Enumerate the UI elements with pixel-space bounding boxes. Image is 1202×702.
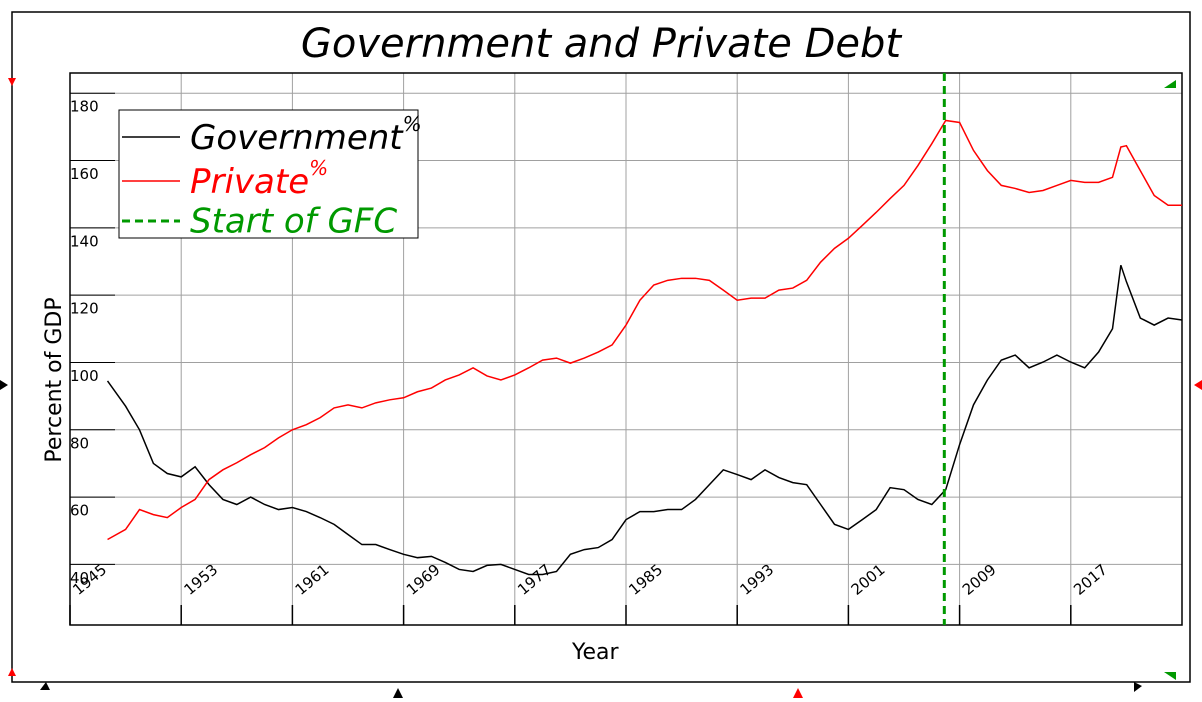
chart-title: Government and Private Debt (301, 21, 903, 67)
y-tick-label: 180 (70, 98, 99, 116)
x-tick-label: 1945 (69, 560, 110, 598)
frame (11, 11, 1191, 683)
y-tick-label: 160 (70, 165, 99, 183)
series-line (106, 264, 1183, 576)
series-line (107, 119, 1182, 541)
x-tick-label: 1985 (625, 560, 666, 598)
legend-label: Private% (190, 156, 328, 202)
y-tick-label: 40 (70, 569, 89, 587)
marker (40, 682, 50, 690)
legend-label: Start of GFC (190, 202, 397, 242)
marker (1194, 380, 1202, 390)
y-tick-label: 120 (70, 300, 99, 318)
marker (0, 380, 8, 390)
x-tick-label: 1953 (180, 560, 221, 598)
legend-name: Private (190, 162, 309, 202)
x-tick-label: 2001 (848, 560, 889, 598)
x-tick-label: 1977 (514, 560, 555, 598)
marker (793, 688, 803, 698)
x-tick-label: 2017 (1070, 560, 1111, 598)
marker (8, 78, 16, 86)
y-axis-title: Percent of GDP (42, 297, 67, 462)
legend-unit: % (309, 156, 328, 180)
y-tick-label: 100 (70, 367, 99, 385)
x-axis-title: Year (571, 640, 620, 665)
legend-label: Government% (190, 112, 422, 158)
legend-name: Government (190, 118, 404, 158)
marker (1164, 80, 1176, 88)
x-tick-label: 1969 (403, 560, 444, 598)
plot-border (69, 72, 1183, 626)
marker (1134, 682, 1142, 692)
legend-unit: % (403, 112, 422, 136)
y-tick-label: 140 (70, 232, 99, 250)
y-tick-label: 60 (70, 502, 89, 520)
x-tick-label: 1993 (736, 560, 777, 598)
marker (8, 668, 16, 676)
x-tick-label: 2009 (959, 560, 1000, 598)
legend-box (118, 109, 419, 239)
x-tick-label: 1961 (292, 560, 333, 598)
legend: Government%Private%Start of GFC (118, 109, 422, 242)
y-tick-label: 80 (70, 434, 89, 452)
marker (1164, 672, 1176, 680)
marker (393, 688, 403, 698)
